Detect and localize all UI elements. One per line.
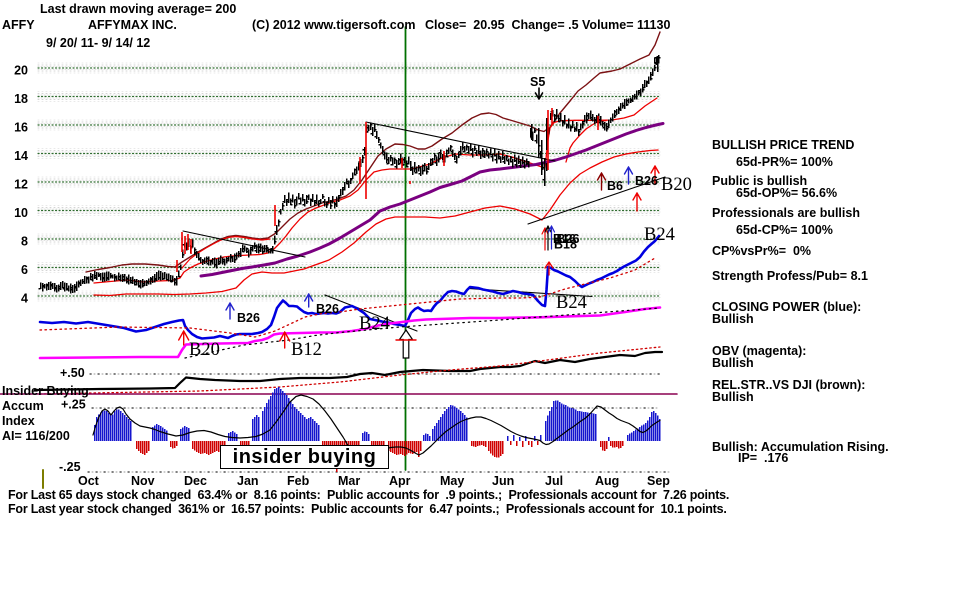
svg-text:For Last 65 days stock changed: For Last 65 days stock changed 63.4% or … [8, 488, 729, 502]
svg-text:Close= 20.95 Change= .5 Volu: Close= 20.95 Change= .5 Volume= 11130 [425, 18, 670, 32]
svg-text:12: 12 [14, 178, 28, 192]
svg-text:Jan: Jan [237, 474, 259, 488]
svg-text:+.50: +.50 [60, 366, 85, 380]
svg-text:Dec: Dec [184, 474, 207, 488]
svg-text:IP= .176: IP= .176 [738, 451, 788, 465]
svg-text:9/ 20/ 11- 9/ 14/ 12: 9/ 20/ 11- 9/ 14/ 12 [46, 36, 150, 50]
svg-text:May: May [440, 474, 464, 488]
svg-text:B24: B24 [359, 314, 390, 334]
svg-text:10: 10 [14, 206, 28, 220]
svg-text:OBV (magenta):: OBV (magenta): [712, 344, 806, 358]
svg-text:B20: B20 [661, 175, 692, 195]
svg-text:S5: S5 [530, 75, 545, 89]
svg-text:Mar: Mar [338, 474, 360, 488]
svg-text:B20: B20 [189, 340, 220, 360]
svg-text:B6: B6 [607, 179, 623, 193]
svg-text:16: 16 [14, 121, 28, 135]
svg-text:B26: B26 [557, 232, 580, 246]
svg-text:Professionals are bullish: Professionals are bullish [712, 206, 860, 220]
svg-text:B16: B16 [553, 232, 576, 246]
svg-text:AFFYMAX INC.: AFFYMAX INC. [88, 18, 177, 32]
svg-text:For Last year stock changed 3: For Last year stock changed 361% or 16.5… [8, 502, 727, 516]
svg-text:BULLISH PRICE TREND: BULLISH PRICE TREND [712, 138, 854, 152]
svg-text:6: 6 [21, 263, 28, 277]
svg-text:+.25: +.25 [61, 398, 86, 412]
svg-text:Accum: Accum [2, 399, 44, 413]
svg-text:B26: B26 [316, 302, 339, 316]
svg-text:B12: B12 [291, 340, 322, 360]
svg-text:Strength Profess/Pub= 8.1: Strength Profess/Pub= 8.1 [712, 269, 868, 283]
svg-text:CP%vsPr%= 0%: CP%vsPr%= 0% [712, 244, 811, 258]
svg-text:Bullish: Bullish [712, 312, 754, 326]
svg-text:REL.STR..VS DJI (brown):: REL.STR..VS DJI (brown): [712, 378, 865, 392]
svg-text:Apr: Apr [389, 474, 411, 488]
svg-text:Jul: Jul [545, 474, 563, 488]
svg-text:Sep: Sep [647, 474, 670, 488]
svg-text:20: 20 [14, 64, 28, 78]
svg-text:B24: B24 [644, 225, 675, 245]
svg-text:Oct: Oct [78, 474, 100, 488]
svg-text:8: 8 [21, 235, 28, 249]
svg-text:65d-OP%= 56.6%: 65d-OP%= 56.6% [736, 186, 837, 200]
svg-text:Last drawn moving average= 200: Last drawn moving average= 200 [40, 2, 236, 16]
svg-text:14: 14 [14, 149, 28, 163]
svg-text:Aug: Aug [595, 474, 619, 488]
svg-text:Bullish: Accumulation Rising.: Bullish: Accumulation Rising. [712, 440, 889, 454]
svg-text:B26: B26 [635, 174, 658, 188]
svg-text:Public is bullish: Public is bullish [712, 174, 807, 188]
svg-text:Index: Index [2, 414, 35, 428]
svg-text:65d-PR%= 100%: 65d-PR%= 100% [736, 155, 833, 169]
svg-text:4: 4 [21, 292, 28, 306]
svg-text:Jun: Jun [492, 474, 514, 488]
svg-text:B26: B26 [237, 311, 260, 325]
svg-text:AFFY: AFFY [2, 18, 35, 32]
svg-text:Bullish: Bullish [712, 390, 754, 404]
svg-text:B24: B24 [556, 293, 587, 313]
svg-text:Feb: Feb [287, 474, 310, 488]
svg-text:Bullish: Bullish [712, 356, 754, 370]
svg-text:18: 18 [14, 92, 28, 106]
svg-text:65d-CP%= 100%: 65d-CP%= 100% [736, 223, 833, 237]
svg-text:CLOSING POWER (blue):: CLOSING POWER (blue): [712, 300, 861, 314]
svg-text:B18: B18 [554, 238, 577, 252]
svg-text:-.25: -.25 [59, 460, 81, 474]
svg-text:AI= 116/200: AI= 116/200 [2, 429, 70, 443]
svg-text:Nov: Nov [131, 474, 155, 488]
svg-text:(C) 2012 www.tigersoft.com: (C) 2012 www.tigersoft.com [252, 18, 415, 32]
svg-text:Insider Buying: Insider Buying [2, 384, 89, 398]
